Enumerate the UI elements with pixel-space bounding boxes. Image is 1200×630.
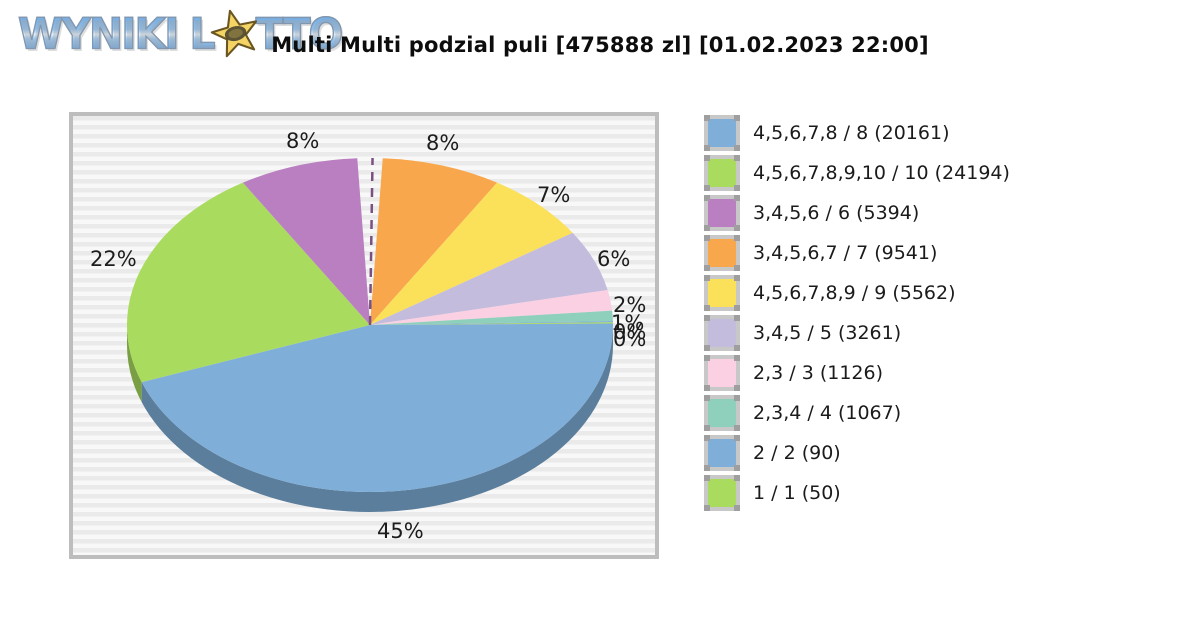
legend-label: 4,5,6,7,8,9 / 9 (5562) [753, 282, 956, 304]
pie-slice [370, 232, 608, 325]
plot-area [69, 112, 659, 559]
page-title: Multi Multi podzial puli [475888 zl] [01… [271, 33, 929, 57]
pie-percent-label: 1% [611, 311, 645, 335]
legend-label: 4,5,6,7,8 / 8 (20161) [753, 122, 950, 144]
pie-slice [370, 310, 613, 325]
pie-slice [370, 182, 573, 325]
pie-slice [127, 182, 370, 383]
legend-swatch [704, 395, 740, 431]
pie-slice [127, 325, 142, 403]
site-logo: WYNIKI L TTO [17, 6, 344, 62]
pie-percent-label: 45% [377, 519, 424, 543]
legend-item: 3,4,5,6 / 6 (5394) [704, 195, 1010, 231]
pie-percent-label: 8% [286, 129, 320, 153]
legend-item: 3,4,5,6,7 / 7 (9541) [704, 235, 1010, 271]
legend-label: 4,5,6,7,8,9,10 / 10 (24194) [753, 162, 1010, 184]
pie-slice [370, 290, 613, 325]
pie-slice [370, 158, 498, 325]
legend-swatch [704, 475, 740, 511]
pie-percent-label: 0% [613, 327, 647, 351]
legend-swatch [704, 275, 740, 311]
legend-label: 3,4,5,6,7 / 7 (9541) [753, 242, 938, 264]
legend-label: 3,4,5,6 / 6 (5394) [753, 202, 920, 224]
legend-item: 4,5,6,7,8 / 8 (20161) [704, 115, 1010, 151]
pie-percent-label: 8% [426, 131, 460, 155]
legend-swatch [704, 315, 740, 351]
legend-swatch [704, 235, 740, 271]
pie-slice [141, 323, 614, 493]
legend-item: 2 / 2 (90) [704, 435, 1010, 471]
legend-item: 2,3,4 / 4 (1067) [704, 395, 1010, 431]
pie-percent-label: 2% [613, 293, 647, 317]
legend-label: 1 / 1 (50) [753, 482, 841, 504]
legend-swatch [704, 435, 740, 471]
gap-dashed-line [368, 157, 374, 326]
pie-slice [242, 158, 370, 325]
star-icon [210, 6, 262, 62]
legend-item: 4,5,6,7,8,9 / 9 (5562) [704, 275, 1010, 311]
pie-percent-label: 6% [597, 247, 631, 271]
legend-label: 3,4,5 / 5 (3261) [753, 322, 902, 344]
legend-swatch [704, 355, 740, 391]
legend-item: 4,5,6,7,8,9,10 / 10 (24194) [704, 155, 1010, 191]
legend-swatch [704, 155, 740, 191]
pie-percent-label: 22% [90, 247, 137, 271]
pie-percent-label: 0% [613, 320, 647, 344]
legend-swatch [704, 115, 740, 151]
legend: 4,5,6,7,8 / 8 (20161) 4,5,6,7,8,9,10 / 10… [704, 115, 1010, 515]
legend-item: 1 / 1 (50) [704, 475, 1010, 511]
legend-item: 3,4,5 / 5 (3261) [704, 315, 1010, 351]
legend-item: 2,3 / 3 (1126) [704, 355, 1010, 391]
pie-slice [370, 320, 613, 325]
logo-text-wyniki: WYNIKI [17, 8, 180, 59]
legend-label: 2 / 2 (90) [753, 442, 841, 464]
pie-chart [127, 157, 614, 513]
legend-label: 2,3,4 / 4 (1067) [753, 402, 902, 424]
legend-label: 2,3 / 3 (1126) [753, 362, 884, 384]
logo-text-tto: TTO [255, 8, 344, 59]
pie-percent-label: 7% [537, 183, 571, 207]
legend-swatch [704, 195, 740, 231]
pie-slice [370, 322, 613, 325]
